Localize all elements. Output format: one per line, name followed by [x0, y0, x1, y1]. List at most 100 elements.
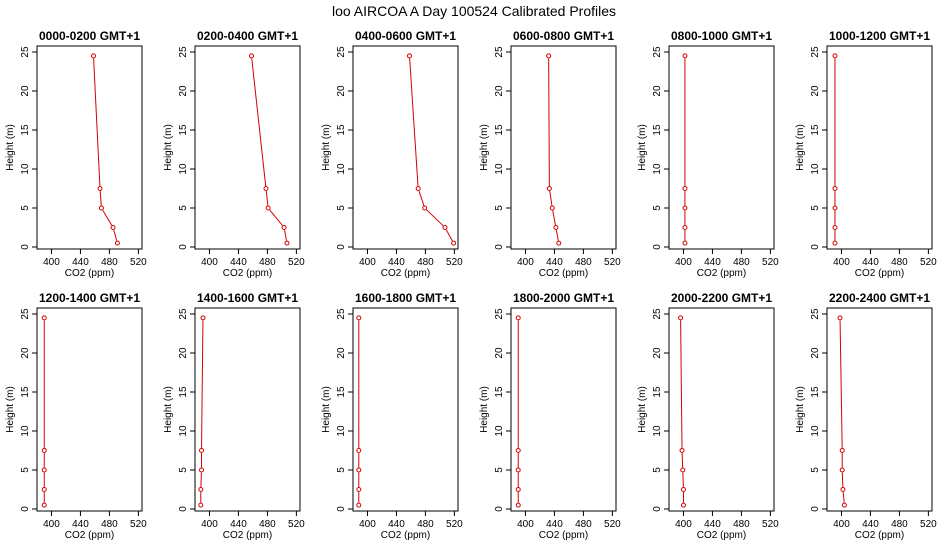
y-tick-label: 15	[810, 386, 821, 398]
x-tick-label: 400	[675, 519, 692, 530]
data-point	[97, 186, 103, 191]
x-tick-label: 440	[230, 257, 247, 268]
y-tick-label: 15	[20, 386, 31, 398]
data-point	[840, 487, 846, 492]
y-tick-label: 20	[178, 347, 189, 359]
series-segment	[680, 320, 683, 448]
plot-frame	[194, 45, 301, 250]
series-segment	[555, 229, 559, 241]
series-segment	[418, 190, 425, 206]
y-tick-label: 0	[336, 244, 347, 250]
x-tick-label: 480	[259, 519, 276, 530]
y-tick-label: 0	[810, 506, 821, 512]
data-point	[546, 186, 552, 191]
plot-frame	[668, 307, 775, 512]
y-tick-label: 20	[494, 347, 505, 359]
data-point	[832, 225, 838, 230]
y-tick-label: 10	[20, 425, 31, 437]
x-axis-label: CO2 (ppm)	[539, 530, 588, 541]
data-point	[265, 205, 271, 211]
data-point	[839, 448, 845, 453]
data-point	[832, 53, 838, 59]
panel-11: 2000-2200 GMT+1 400 440 480 520 0 5 10 15 20 25 CO2…	[637, 291, 779, 541]
x-axis-label: CO2 (ppm)	[223, 268, 272, 279]
y-tick-label: 5	[494, 205, 505, 211]
y-tick-label: 10	[652, 425, 663, 437]
x-axis-label: CO2 (ppm)	[539, 268, 588, 279]
y-tick-label: 25	[336, 46, 347, 58]
y-tick-label: 20	[652, 85, 663, 97]
data-point	[41, 502, 47, 508]
y-tick-label: 15	[20, 124, 31, 136]
x-tick-label: 520	[288, 257, 305, 268]
figure-title: loo AIRCOA A Day 100524 Calibrated Profi…	[332, 3, 616, 19]
plot-frame	[352, 45, 459, 250]
y-axis-label: Height (m)	[5, 124, 16, 171]
y-tick-label: 10	[20, 163, 31, 175]
y-axis-label: Height (m)	[637, 124, 648, 171]
panel-7: 1200-1400 GMT+1 400 440 480 520 0 5 10 15 20 25 CO2…	[5, 291, 147, 541]
y-tick-label: 20	[810, 85, 821, 97]
x-tick-label: 440	[388, 519, 405, 530]
x-axis-label: CO2 (ppm)	[223, 530, 272, 541]
panel-2: 0200-0400 GMT+1 400 440 480 520 0 5 10 15 20 25 CO2…	[163, 29, 305, 279]
x-tick-label: 440	[704, 519, 721, 530]
data-point	[41, 448, 47, 453]
x-axis-label: CO2 (ppm)	[65, 530, 114, 541]
series-segment	[200, 472, 202, 487]
x-tick-label: 400	[43, 519, 60, 530]
x-tick-label: 440	[704, 257, 721, 268]
series-segment	[201, 320, 204, 448]
x-tick-label: 480	[101, 257, 118, 268]
y-tick-label: 15	[494, 386, 505, 398]
data-point	[356, 487, 362, 492]
plot-frame	[826, 45, 933, 250]
y-tick-label: 15	[494, 124, 505, 136]
x-tick-label: 440	[862, 257, 879, 268]
panel-title: 1600-1800 GMT+1	[355, 291, 456, 305]
x-tick-label: 520	[446, 519, 463, 530]
y-tick-label: 20	[810, 347, 821, 359]
data-point	[356, 502, 362, 508]
series-segment	[682, 472, 684, 487]
x-tick-label: 520	[604, 519, 621, 530]
y-axis-label: Height (m)	[321, 124, 332, 171]
y-tick-label: 25	[178, 46, 189, 58]
data-point	[832, 205, 838, 211]
data-point	[515, 467, 521, 473]
data-point	[406, 53, 412, 59]
y-tick-label: 15	[178, 386, 189, 398]
data-point	[682, 225, 688, 230]
data-point	[679, 448, 685, 453]
data-point	[200, 315, 206, 321]
x-axis-label: CO2 (ppm)	[855, 268, 904, 279]
y-tick-label: 0	[652, 506, 663, 512]
data-point	[41, 487, 47, 492]
series-segment	[113, 229, 118, 241]
x-tick-label: 480	[259, 257, 276, 268]
x-axis-label: CO2 (ppm)	[381, 530, 430, 541]
x-tick-label: 400	[675, 257, 692, 268]
series-segment	[445, 229, 453, 242]
data-point	[114, 240, 120, 246]
panel-title: 1200-1400 GMT+1	[39, 291, 140, 305]
data-point	[263, 186, 269, 191]
y-tick-label: 0	[494, 506, 505, 512]
data-point	[356, 315, 362, 321]
x-tick-label: 480	[417, 257, 434, 268]
y-tick-label: 20	[336, 347, 347, 359]
panel-6: 1000-1200 GMT+1 400 440 480 520 0 5 10 15 20 25 CO2…	[795, 29, 937, 279]
x-tick-label: 400	[833, 257, 850, 268]
y-tick-label: 5	[336, 467, 347, 473]
plot-frame	[194, 307, 301, 512]
data-point	[682, 240, 688, 246]
y-tick-label: 5	[810, 467, 821, 473]
x-tick-label: 480	[417, 519, 434, 530]
panel-title: 1000-1200 GMT+1	[829, 29, 930, 43]
data-point	[682, 186, 688, 191]
x-tick-label: 480	[575, 519, 592, 530]
data-point	[841, 502, 847, 508]
series-segment	[681, 453, 684, 468]
panel-title: 0400-0600 GMT+1	[355, 29, 456, 43]
